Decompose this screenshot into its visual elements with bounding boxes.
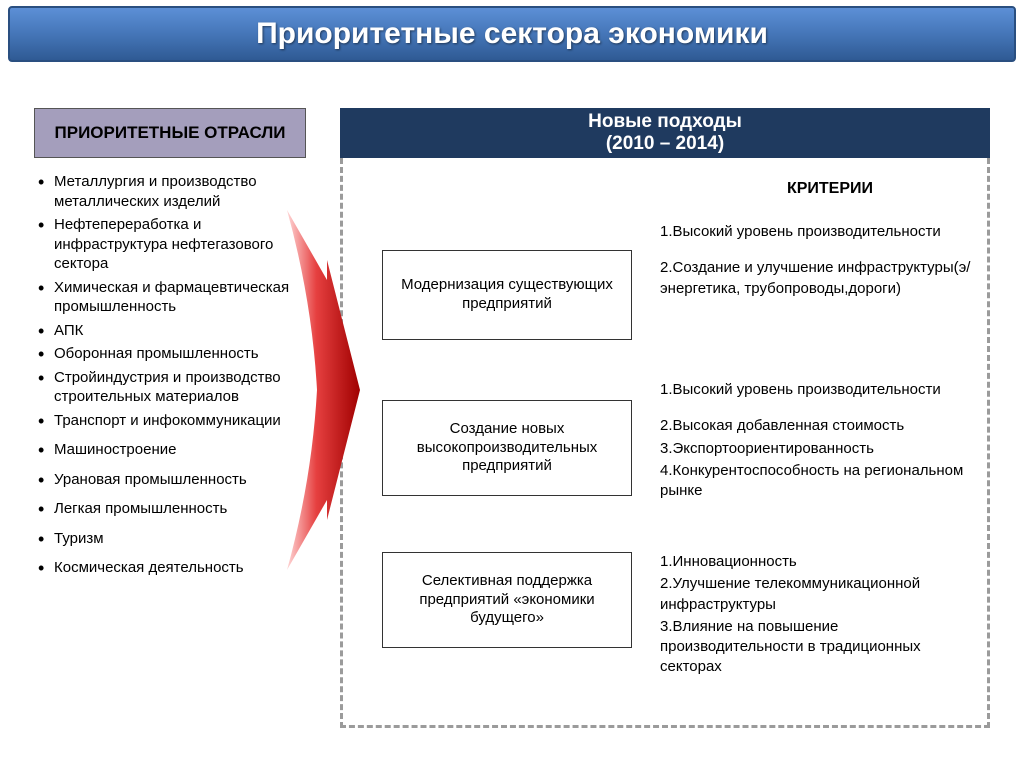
sectors-group-1: Металлургия и производство металлических… (34, 172, 314, 430)
criteria-line: 1.Инновационность (660, 552, 984, 572)
sector-item: Металлургия и производство металлических… (34, 172, 314, 211)
criteria-title: КРИТЕРИИ (680, 180, 980, 198)
sector-item: Оборонная промышленность (34, 344, 314, 364)
sector-item: Нефтепереработка и инфраструктура нефтег… (34, 215, 314, 274)
criteria-block-1: 1.Высокий уровень производительности 2.Со… (660, 222, 984, 301)
sector-item: Химическая и фармацевтическая промышленн… (34, 278, 314, 317)
criteria-line: 2.Улучшение телекоммуникационной инфраст… (660, 574, 984, 615)
criteria-line: 1.Высокий уровень производительности (660, 380, 984, 400)
priority-sectors-header: ПРИОРИТЕТНЫЕ ОТРАСЛИ (34, 108, 306, 158)
criteria-line: 1.Высокий уровень производительности (660, 222, 984, 242)
sector-item: Машиностроение (34, 440, 314, 460)
priority-sectors-header-label: ПРИОРИТЕТНЫЕ ОТРАСЛИ (55, 123, 286, 143)
priority-sectors-list: Металлургия и производство металлических… (34, 172, 314, 588)
criteria-line: 3.Влияние на повышение производительност… (660, 617, 984, 678)
sector-item: Стройиндустрия и производство строительн… (34, 368, 314, 407)
sector-item: Туризм (34, 529, 314, 549)
new-approaches-header: Новые подходы(2010 – 2014) (340, 108, 990, 158)
sector-item: АПК (34, 321, 314, 341)
approach-box-1: Модернизация существующих предприятий (382, 250, 632, 340)
red-arrow-icon (282, 200, 362, 580)
criteria-line: 4.Конкурентоспособность на региональном … (660, 461, 984, 502)
sector-item: Транспорт и инфокоммуникации (34, 411, 314, 431)
slide-title-bar: Приоритетные сектора экономики (8, 6, 1016, 62)
sector-item: Космическая деятельность (34, 558, 314, 578)
criteria-line: 3.Экспортоориентированность (660, 439, 984, 459)
approach-box-3: Селективная поддержка предприятий «эконо… (382, 552, 632, 648)
approach-box-2: Создание новых высокопроизводительных пр… (382, 400, 632, 496)
criteria-line: 2.Высокая добавленная стоимость (660, 416, 984, 436)
slide-title: Приоритетные сектора экономики (256, 17, 768, 51)
criteria-block-3: 1.Инновационность2.Улучшение телекоммуни… (660, 552, 984, 680)
new-approaches-header-label: Новые подходы(2010 – 2014) (588, 111, 742, 155)
criteria-block-2: 1.Высокий уровень производительности 2.Вы… (660, 380, 984, 503)
sector-item: Урановая промышленность (34, 470, 314, 490)
sector-item: Легкая промышленность (34, 499, 314, 519)
criteria-line: 2.Создание и улучшение инфраструктуры(э/… (660, 258, 984, 299)
sectors-group-2: Машиностроение Урановая промышленность Лег… (34, 440, 314, 578)
